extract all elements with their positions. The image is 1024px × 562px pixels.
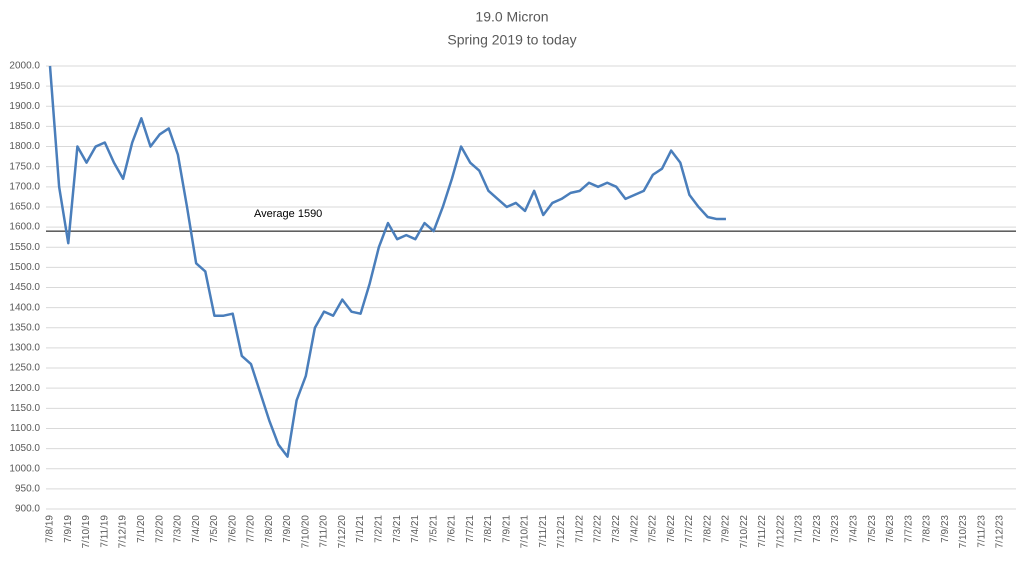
x-tick-label: 7/6/22 (666, 515, 677, 543)
y-tick-label: 1250.0 (9, 363, 40, 374)
x-tick-label: 7/1/23 (794, 515, 805, 543)
y-tick-label: 1850.0 (9, 121, 40, 132)
x-tick-label: 7/2/21 (373, 515, 384, 543)
x-tick-label: 7/3/23 (830, 515, 841, 543)
x-tick-label: 7/8/19 (45, 515, 56, 543)
x-tick-label: 7/1/21 (355, 515, 366, 543)
x-tick-label: 7/8/20 (264, 515, 275, 543)
x-tick-label: 7/6/21 (447, 515, 458, 543)
y-tick-label: 1300.0 (9, 343, 40, 354)
x-tick-label: 7/10/19 (81, 515, 92, 549)
x-tick-label: 7/9/21 (501, 515, 512, 543)
x-tick-label: 7/4/21 (410, 515, 421, 543)
y-tick-label: 1750.0 (9, 161, 40, 172)
x-tick-label: 7/7/20 (246, 515, 257, 543)
x-tick-label: 7/2/20 (154, 515, 165, 543)
x-tick-label: 7/6/20 (227, 515, 238, 543)
x-tick-label: 7/5/20 (209, 515, 220, 543)
x-tick-label: 7/12/21 (556, 515, 567, 549)
y-tick-label: 1500.0 (9, 262, 40, 273)
x-tick-label: 7/4/23 (848, 515, 859, 543)
x-tick-label: 7/5/23 (867, 515, 878, 543)
x-tick-label: 7/2/23 (812, 515, 823, 543)
y-tick-label: 1650.0 (9, 202, 40, 213)
chart-title: 19.0 Micron (475, 9, 548, 25)
x-tick-label: 7/12/22 (775, 515, 786, 549)
x-tick-label: 7/10/23 (958, 515, 969, 549)
x-tick-label: 7/9/22 (721, 515, 732, 543)
x-tick-label: 7/2/22 (593, 515, 604, 543)
y-tick-label: 1600.0 (9, 222, 40, 233)
y-tick-label: 1050.0 (9, 443, 40, 454)
x-tick-label: 7/5/22 (648, 515, 659, 543)
chart-subtitle: Spring 2019 to today (447, 32, 576, 48)
y-tick-label: 1700.0 (9, 181, 40, 192)
x-tick-label: 7/7/22 (684, 515, 695, 543)
x-tick-label: 7/9/19 (63, 515, 74, 543)
y-tick-label: 2000.0 (9, 61, 40, 72)
y-tick-label: 1950.0 (9, 81, 40, 92)
x-tick-label: 7/3/22 (611, 515, 622, 543)
x-tick-label: 7/3/21 (392, 515, 403, 543)
x-tick-label: 7/8/23 (922, 515, 933, 543)
x-tick-label: 7/1/20 (136, 515, 147, 543)
y-tick-label: 900.0 (15, 504, 40, 515)
x-tick-label: 7/7/21 (465, 515, 476, 543)
x-tick-label: 7/8/21 (483, 515, 494, 543)
x-tick-label: 7/11/20 (319, 515, 330, 548)
x-tick-label: 7/11/23 (976, 515, 987, 548)
x-tick-label: 7/12/23 (995, 515, 1006, 549)
x-tick-label: 7/11/22 (757, 515, 768, 548)
x-tick-label: 7/12/20 (337, 515, 348, 549)
y-tick-label: 1900.0 (9, 101, 40, 112)
data-line (48, 65, 726, 458)
x-tick-label: 7/10/22 (739, 515, 750, 549)
y-tick-label: 1150.0 (10, 403, 40, 414)
y-tick-label: 1200.0 (9, 383, 40, 394)
y-tick-label: 1000.0 (9, 463, 40, 474)
x-tick-label: 7/1/22 (574, 515, 585, 543)
y-tick-label: 950.0 (15, 484, 40, 495)
x-tick-label: 7/10/20 (300, 515, 311, 549)
x-tick-label: 7/11/19 (99, 515, 110, 548)
x-tick-label: 7/4/22 (629, 515, 640, 543)
x-tick-label: 7/6/23 (885, 515, 896, 543)
x-tick-label: 7/5/21 (428, 515, 439, 543)
x-tick-label: 7/11/21 (538, 515, 549, 548)
y-tick-label: 1350.0 (9, 322, 40, 333)
x-tick-label: 7/12/19 (118, 515, 129, 549)
y-tick-label: 1800.0 (9, 141, 40, 152)
y-tick-label: 1400.0 (9, 302, 40, 313)
x-tick-label: 7/9/23 (940, 515, 951, 543)
x-tick-label: 7/10/21 (520, 515, 531, 549)
x-tick-label: 7/9/20 (282, 515, 293, 543)
x-tick-label: 7/7/23 (903, 515, 914, 543)
x-tick-label: 7/4/20 (191, 515, 202, 543)
y-tick-label: 1450.0 (9, 282, 40, 293)
y-tick-label: 1100.0 (10, 423, 40, 434)
x-tick-label: 7/3/20 (173, 515, 184, 543)
x-tick-label: 7/8/22 (702, 515, 713, 543)
average-label: Average 1590 (254, 208, 322, 220)
y-tick-label: 1550.0 (9, 242, 40, 253)
